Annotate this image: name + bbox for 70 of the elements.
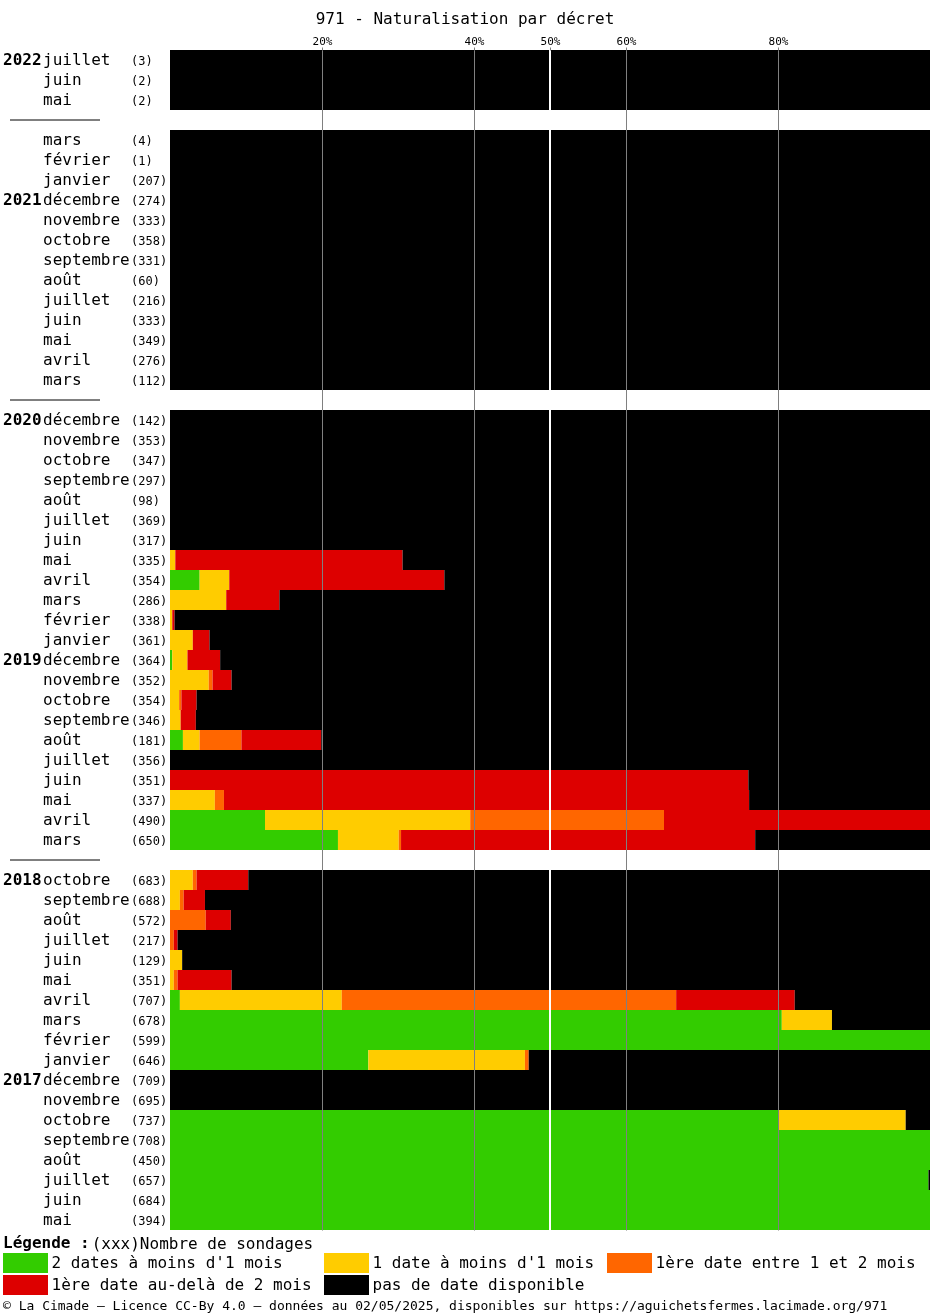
category-label: juin (129) [43, 950, 168, 969]
category-label: juillet (369) [43, 510, 168, 529]
category-label: juillet (657) [43, 1170, 168, 1189]
category-label: avril (707) [43, 990, 168, 1009]
category-label: avril (276) [43, 350, 168, 369]
category-label: août (98) [43, 490, 160, 509]
category-label: mai (2) [43, 90, 153, 109]
category-label: mai (335) [43, 550, 168, 569]
category-label: janvier (207) [43, 170, 168, 189]
category-label: mars (650) [43, 830, 168, 849]
category-label: février (338) [43, 610, 168, 629]
category-label: juin (333) [43, 310, 168, 329]
category-label: avril (490) [43, 810, 168, 829]
x-tick-label: 40% [464, 34, 485, 48]
category-label: 2018octobre (683) [3, 870, 168, 889]
category-label: juin (351) [43, 770, 168, 789]
category-label: 2022juillet (3) [3, 50, 153, 69]
category-label: août (181) [43, 730, 168, 749]
legend-label: 1ère date entre 1 et 2 mois [655, 1253, 916, 1272]
x-tick-label: 50% [540, 34, 561, 48]
category-label: juin (2) [43, 70, 153, 89]
category-label: juillet (216) [43, 290, 168, 309]
category-label: mai (349) [43, 330, 168, 349]
y-tick-label: septembre(331) [43, 250, 168, 269]
y-tick-label: novembre (353) [43, 430, 168, 449]
legend-label: pas de date disponible [372, 1275, 585, 1294]
category-label: juin (317) [43, 530, 168, 549]
legend-title: Légende : [3, 1233, 90, 1252]
text: (xxx)Nombre de sondages [91, 1234, 314, 1253]
x-tick-label: 20% [312, 34, 333, 48]
legend-label: 1ère date au-delà de 2 mois [51, 1275, 312, 1294]
y-tick-label: septembre(688) [43, 890, 168, 909]
category-label: octobre (354) [43, 690, 168, 709]
y-tick-label: septembre(346) [43, 710, 168, 729]
category-label: avril (354) [43, 570, 168, 589]
y-tick-label: 2021décembre (274) [3, 190, 168, 209]
x-tick-label: 80% [768, 34, 789, 48]
chart-title: 971 - Naturalisation par décret [315, 9, 615, 28]
category-label: janvier (361) [43, 630, 168, 649]
category-label: août (572) [43, 910, 168, 929]
category-label: juin (684) [43, 1190, 168, 1209]
y-tick-label: novembre (333) [43, 210, 168, 229]
category-label: mai (394) [43, 1210, 168, 1229]
category-label: mars (286) [43, 590, 168, 609]
legend-label: 1 date à moins d'1 mois [372, 1253, 595, 1272]
category-label: février (599) [43, 1030, 168, 1049]
category-label: août (60) [43, 270, 160, 289]
category-label: mars (678) [43, 1010, 168, 1029]
y-tick-label: 2017décembre (709) [3, 1070, 168, 1089]
category-label: janvier (646) [43, 1050, 168, 1069]
category-label: mars (4) [43, 130, 153, 149]
legend-label: 2 dates à moins d'1 mois [51, 1253, 283, 1272]
category-label: octobre (358) [43, 230, 168, 249]
x-tick-label: 60% [616, 34, 637, 48]
category-label: août (450) [43, 1150, 168, 1169]
category-label: juillet (217) [43, 930, 168, 949]
y-tick-label: novembre (352) [43, 670, 168, 689]
y-tick-label: septembre(297) [43, 470, 168, 489]
y-tick-label: 2020décembre (142) [3, 410, 168, 429]
category-label: octobre (347) [43, 450, 168, 469]
category-label: février (1) [43, 150, 153, 169]
category-label: mai (337) [43, 790, 168, 809]
text: © La Cimade — Licence CC-By 4.0 — données au 02/05/2025, disponibles sur https://aguichetsfermes.lacimade.org/971 [3, 1298, 888, 1313]
category-label: juillet (356) [43, 750, 168, 769]
y-tick-label: 2019décembre (364) [3, 650, 168, 669]
y-tick-label: novembre (695) [43, 1090, 168, 1109]
category-label: mars (112) [43, 370, 168, 389]
y-tick-label: septembre(708) [43, 1130, 168, 1149]
category-label: octobre (737) [43, 1110, 168, 1129]
category-label: mai (351) [43, 970, 168, 989]
